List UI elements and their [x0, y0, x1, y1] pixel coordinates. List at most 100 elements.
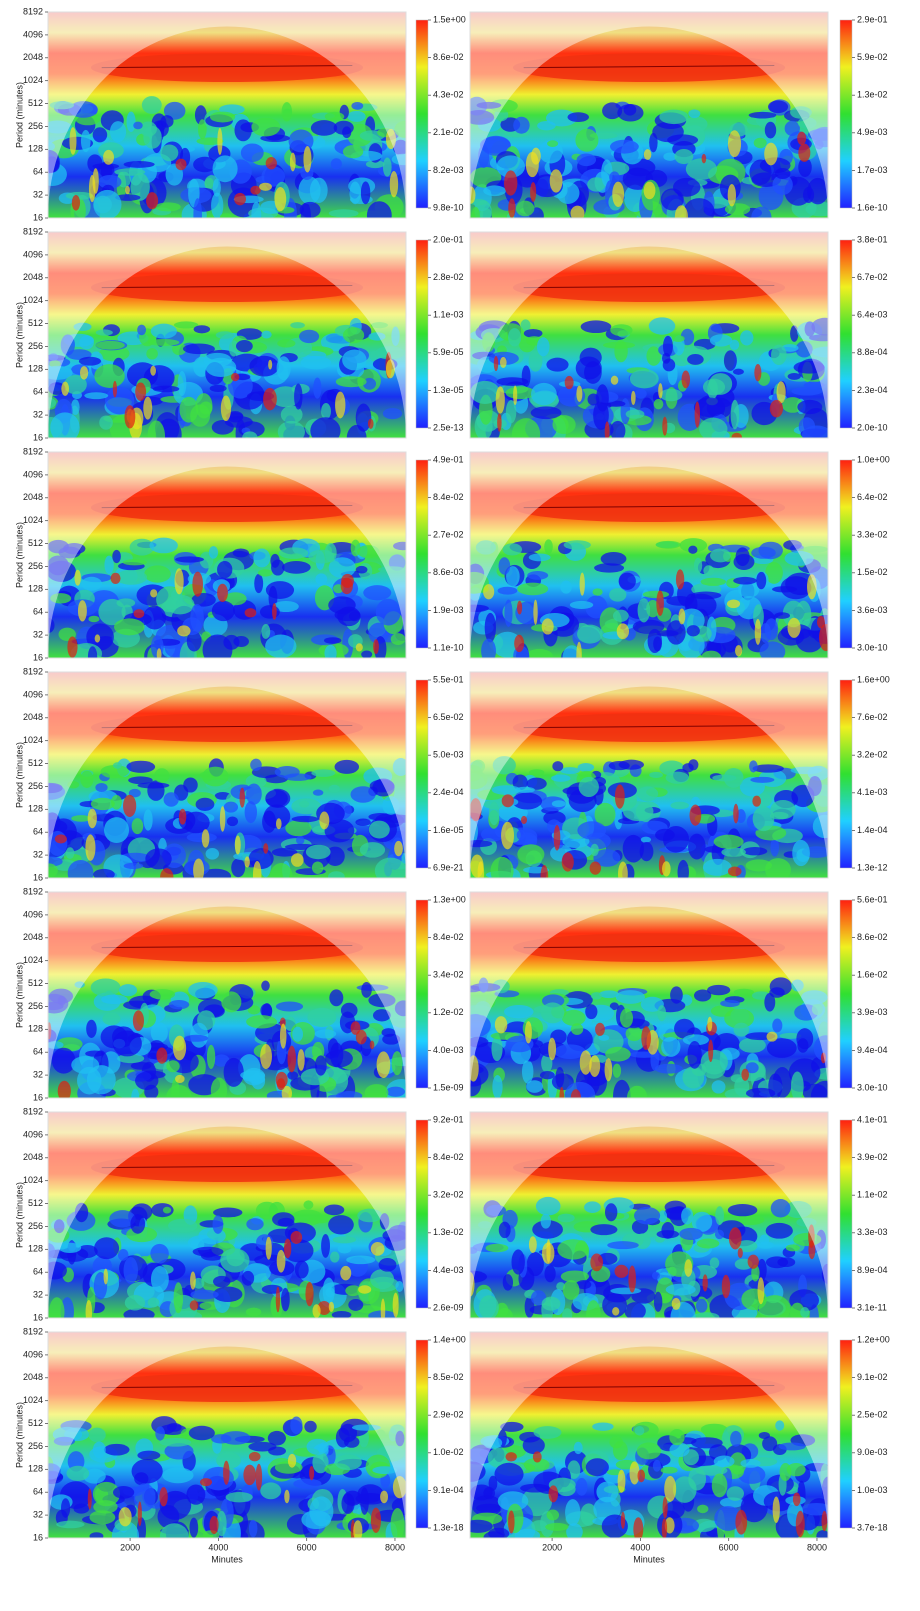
- blob: [382, 1028, 396, 1037]
- blob: [512, 418, 540, 450]
- blob: [351, 102, 363, 110]
- blob: [351, 540, 361, 557]
- blob: [88, 616, 99, 623]
- blob: [766, 1223, 793, 1239]
- blob: [119, 984, 137, 996]
- heatmap: [457, 672, 836, 893]
- blob: [779, 1442, 806, 1450]
- colorbar-label: 4.1e-01: [857, 1114, 888, 1124]
- blob: [131, 1089, 139, 1107]
- blob: [527, 571, 548, 580]
- blob: [626, 409, 645, 418]
- blob: [743, 847, 768, 855]
- hot-blob: [764, 143, 777, 166]
- colorbar-label: 1.6e-10: [857, 202, 888, 212]
- blob: [498, 587, 518, 595]
- heatmap: [34, 672, 414, 890]
- y-tick-label: 512: [28, 318, 43, 328]
- blob: [547, 140, 558, 147]
- blob: [126, 761, 155, 773]
- blob: [94, 364, 124, 388]
- colorbar-label: 1.3e-02: [433, 1227, 464, 1237]
- hot-blob: [542, 1242, 554, 1264]
- blob: [287, 1071, 298, 1080]
- hot-blob: [554, 825, 561, 851]
- blob: [210, 385, 227, 392]
- hot-blob: [541, 865, 549, 887]
- blob: [693, 1312, 719, 1322]
- y-tick-label: 4096: [23, 249, 43, 259]
- blob: [151, 324, 177, 339]
- blob: [149, 538, 177, 554]
- blob: [703, 859, 732, 876]
- blob: [341, 1493, 354, 1514]
- blob: [90, 1532, 104, 1540]
- blob: [356, 566, 368, 574]
- blob: [80, 771, 93, 788]
- hot-blob: [628, 1265, 636, 1292]
- colorbar-label: 2.7e-02: [433, 530, 464, 540]
- blob: [179, 397, 198, 423]
- blob: [160, 115, 173, 128]
- blob: [292, 1027, 303, 1042]
- y-tick-label: 32: [33, 1069, 43, 1079]
- blob: [531, 383, 557, 405]
- y-tick-label: 2048: [23, 712, 43, 722]
- hot-blob: [728, 130, 741, 157]
- hot-blob: [85, 834, 95, 860]
- hot-blob: [767, 1032, 778, 1042]
- colorbar: [840, 20, 852, 208]
- blob: [355, 819, 370, 826]
- hot-blob: [542, 618, 554, 634]
- blob: [536, 1197, 561, 1216]
- blob: [733, 577, 757, 585]
- blob: [701, 1050, 728, 1075]
- blob: [585, 1004, 597, 1019]
- colorbar-label: 1.1e-10: [433, 642, 464, 652]
- hot-blob: [133, 1010, 144, 1031]
- colorbar-label: 3.6e-03: [857, 605, 888, 615]
- blob: [571, 1023, 583, 1035]
- y-tick-label: 64: [33, 827, 43, 837]
- blob: [96, 341, 125, 350]
- blob: [681, 1208, 693, 1225]
- colorbar-label: 1.4e+00: [433, 1334, 466, 1344]
- blob: [670, 802, 689, 810]
- blob: [754, 138, 767, 148]
- blob: [563, 1280, 580, 1300]
- heatmap: [38, 12, 416, 231]
- blob: [624, 1302, 645, 1320]
- blob: [123, 1308, 154, 1321]
- blob: [765, 122, 776, 139]
- blob: [250, 759, 262, 771]
- hot-blob: [249, 1452, 261, 1461]
- hot-blob: [341, 578, 353, 595]
- hot-blob: [496, 386, 505, 413]
- blob: [619, 573, 636, 590]
- colorbar-label: 1.5e-02: [857, 567, 888, 577]
- blob: [545, 1523, 568, 1531]
- hot-blob: [173, 1036, 186, 1061]
- colorbar-label: 8.2e-03: [433, 165, 464, 175]
- colorbar-label: 2.0e-01: [433, 234, 464, 244]
- hot-blob: [517, 601, 522, 615]
- hot-blob: [798, 144, 810, 162]
- blob: [682, 763, 693, 772]
- blob: [321, 403, 331, 419]
- hot-blob: [111, 573, 121, 584]
- hot-blob: [576, 386, 582, 402]
- blob: [576, 357, 602, 380]
- hot-blob: [370, 1040, 375, 1049]
- blob: [277, 356, 291, 380]
- blob: [771, 345, 787, 365]
- blob: [590, 844, 598, 856]
- blob: [315, 1029, 337, 1038]
- blob: [324, 645, 336, 662]
- blob: [637, 786, 658, 801]
- hot-blob: [371, 1242, 385, 1256]
- blob: [653, 1460, 661, 1472]
- blob: [494, 1463, 523, 1486]
- colorbar-label: 9.4e-04: [857, 1045, 888, 1055]
- colorbar-label: 9.2e-01: [433, 1114, 464, 1124]
- blob: [290, 1417, 302, 1435]
